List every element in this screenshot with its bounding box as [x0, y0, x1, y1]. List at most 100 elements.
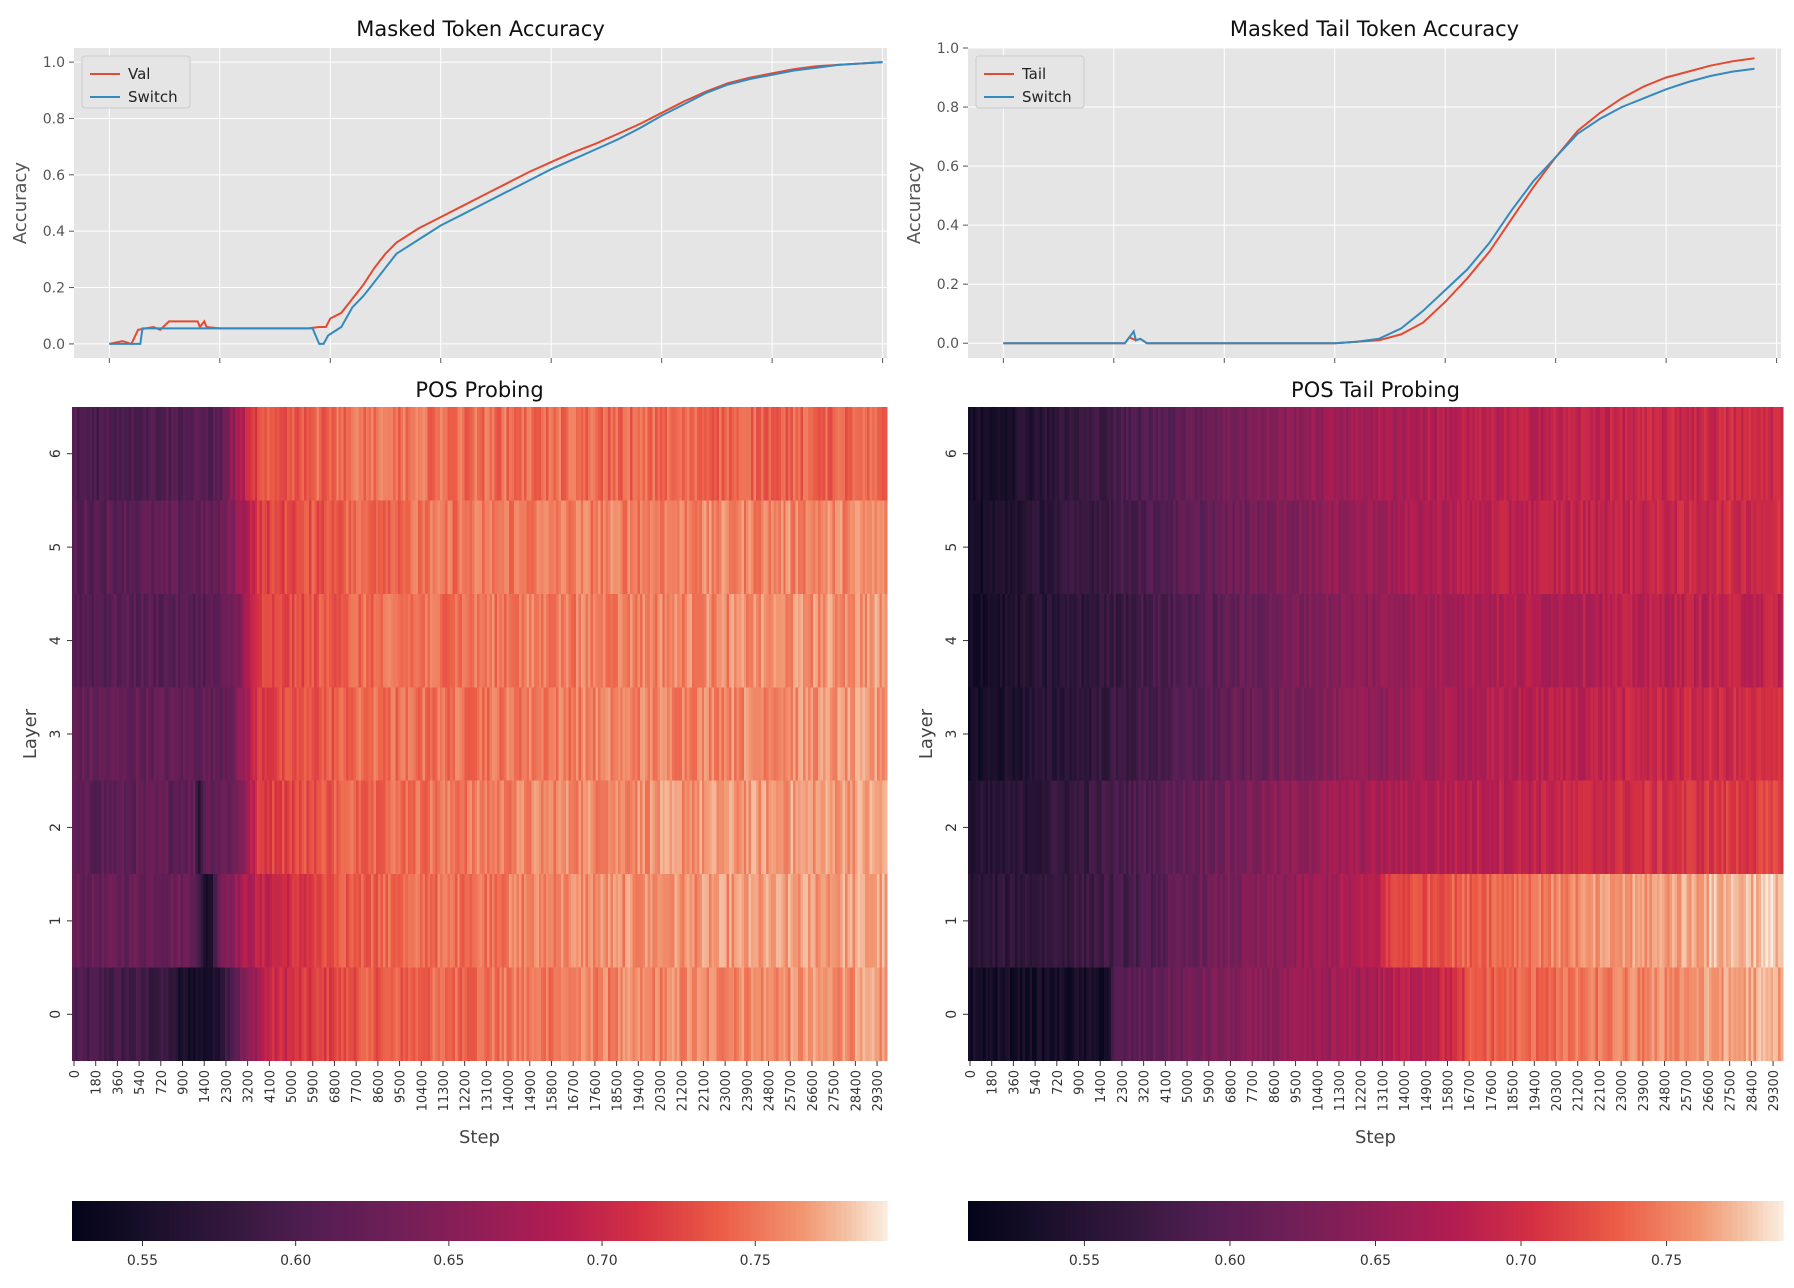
- heatmap-cell: [380, 780, 384, 875]
- colorbar-segment: [566, 1201, 572, 1241]
- heatmap-cell: [365, 874, 369, 968]
- heatmap-cell: [400, 874, 404, 968]
- heatmap-cell: [1642, 687, 1646, 781]
- heatmap-cell: [469, 407, 473, 501]
- heatmap-cell: [1103, 687, 1107, 781]
- heatmap-cell: [1261, 687, 1265, 781]
- heatmap-cell: [1422, 967, 1426, 1061]
- heatmap-cell: [1059, 874, 1063, 968]
- heatmap-cell: [200, 780, 204, 875]
- heatmap-cell: [1323, 874, 1327, 968]
- heatmap-cell: [630, 874, 634, 968]
- heatmap-cell: [106, 967, 110, 1061]
- heatmap-cell: [617, 500, 621, 594]
- heatmap-cell: [1368, 500, 1372, 594]
- heatmap-cell: [143, 967, 147, 1061]
- colorbar-segment: [515, 1201, 521, 1241]
- heatmap-cell: [1113, 967, 1117, 1061]
- heatmap-cell: [1694, 874, 1698, 968]
- heatmap-cell: [1548, 967, 1552, 1061]
- heatmap-cell: [1726, 593, 1730, 688]
- heatmap-cell: [1022, 687, 1026, 781]
- heatmap-cell: [1407, 967, 1411, 1061]
- heatmap-cell: [390, 780, 394, 875]
- heatmap-cell: [793, 874, 797, 968]
- heatmap-cell: [131, 874, 135, 968]
- heatmap-cell: [1111, 780, 1115, 875]
- heatmap-cell: [368, 967, 372, 1061]
- heatmap-cell: [148, 874, 152, 968]
- heatmap-cell: [338, 407, 342, 501]
- colorbar-segment: [739, 1201, 745, 1241]
- heatmap-cell: [1308, 407, 1312, 501]
- heatmap-cell: [1345, 593, 1349, 688]
- heatmap-cell: [1219, 407, 1223, 501]
- heatmap-cell: [1765, 687, 1769, 781]
- heatmap-cell: [338, 500, 342, 594]
- heatmap-cell: [1553, 687, 1557, 781]
- heatmap-cell: [1158, 780, 1162, 875]
- heatmap-cell: [113, 593, 118, 688]
- legend-label: Switch: [128, 88, 178, 106]
- heatmap-cell: [1476, 407, 1480, 501]
- x-tick-label: 0: [964, 1070, 979, 1078]
- heatmap-cell: [72, 593, 76, 688]
- heatmap-cell: [1578, 593, 1582, 688]
- heatmap-cell: [1064, 874, 1068, 968]
- heatmap-cell: [242, 780, 246, 875]
- heatmap-cell: [353, 780, 357, 875]
- heatmap-cell: [281, 874, 285, 968]
- heatmap-cell: [511, 780, 515, 875]
- heatmap-cell: [1405, 500, 1409, 594]
- heatmap-cell: [803, 407, 807, 501]
- heatmap-cell: [1627, 593, 1631, 688]
- heatmap-cell: [274, 687, 278, 781]
- heatmap-cell: [1229, 593, 1233, 688]
- heatmap-cell: [146, 967, 150, 1061]
- heatmap-cell: [840, 407, 844, 501]
- heatmap-cell: [1634, 593, 1638, 688]
- heatmap-cell: [420, 407, 424, 501]
- colorbar-segment: [790, 1201, 796, 1241]
- heatmap-cell: [89, 780, 93, 875]
- heatmap-cell: [225, 500, 229, 594]
- heatmap-cell: [1358, 500, 1362, 594]
- heatmap-cell: [1780, 780, 1784, 875]
- heatmap-cell: [1711, 500, 1715, 594]
- heatmap-cell: [1108, 407, 1112, 501]
- heatmap-cell: [1708, 687, 1712, 781]
- heatmap-cell: [1249, 687, 1253, 781]
- heatmap-cell: [1123, 780, 1127, 875]
- heatmap-cell: [1728, 500, 1732, 594]
- heatmap-cell: [1234, 407, 1238, 501]
- heatmap-cell: [521, 593, 525, 688]
- heatmap-cell: [1106, 500, 1110, 594]
- y-tick-label: 0.0: [937, 336, 959, 352]
- heatmap-cell: [1624, 874, 1629, 968]
- heatmap-cell: [193, 687, 197, 781]
- heatmap-cell: [1424, 407, 1428, 501]
- heatmap-cell: [1496, 780, 1500, 875]
- heatmap-cell: [615, 780, 619, 875]
- heatmap-cell: [393, 874, 397, 968]
- heatmap-cell: [1444, 593, 1448, 688]
- heatmap-cell: [1168, 593, 1172, 688]
- heatmap-cell: [388, 500, 392, 594]
- heatmap-cell: [1269, 687, 1273, 781]
- heatmap-cell: [1111, 500, 1115, 594]
- heatmap-cell: [1298, 407, 1303, 501]
- heatmap-cell: [1054, 874, 1058, 968]
- heatmap-cell: [541, 500, 545, 594]
- heatmap-cell: [1328, 780, 1332, 875]
- heatmap-cell: [1410, 780, 1414, 875]
- heatmap-cell: [1338, 407, 1342, 501]
- heatmap-cell: [1131, 687, 1135, 781]
- heatmap-cell: [106, 780, 110, 875]
- heatmap-cell: [1385, 687, 1389, 781]
- heatmap-cell: [1074, 593, 1078, 688]
- heatmap-cell: [348, 500, 352, 594]
- heatmap-cell: [1573, 967, 1577, 1061]
- heatmap-cell: [711, 874, 715, 968]
- heatmap-cell: [151, 500, 155, 594]
- heatmap-cell: [644, 407, 649, 501]
